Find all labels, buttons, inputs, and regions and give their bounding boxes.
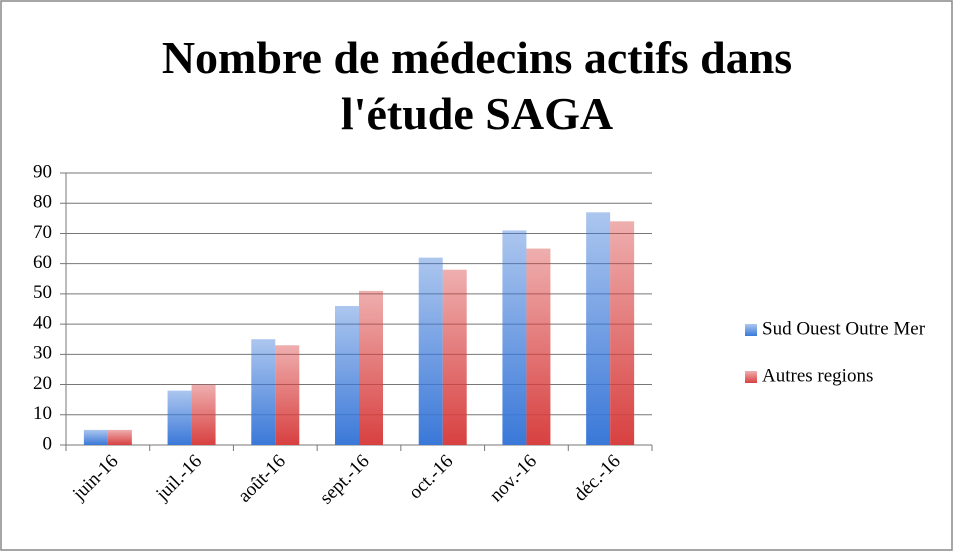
bar: [191, 384, 216, 445]
x-tick-label: oct.-16: [405, 451, 458, 504]
x-tick-label: nov.-16: [486, 451, 541, 506]
bar: [251, 339, 276, 445]
legend-label: Autres regions: [762, 365, 873, 386]
x-tick-label: sept.-16: [316, 451, 374, 509]
bar: [107, 429, 132, 445]
y-tick-label: 10: [33, 403, 52, 424]
x-tick-label: déc.-16: [570, 451, 625, 506]
legend-label: Sud Ouest Outre Mer: [762, 318, 926, 339]
y-tick-label: 50: [33, 282, 52, 303]
bar: [359, 290, 383, 445]
bar: [167, 390, 192, 445]
y-tick-label: 80: [33, 192, 52, 213]
bar: [442, 269, 467, 445]
y-tick-label: 60: [33, 252, 52, 273]
bar: [275, 345, 300, 445]
bar: [610, 221, 635, 445]
x-tick-label: juil.-16: [151, 451, 206, 506]
bar: [335, 305, 359, 445]
y-tick-label: 40: [33, 312, 52, 333]
bar: [83, 429, 108, 445]
bar: [502, 230, 527, 445]
chart-title: Nombre de médecins actifs dans l'étude S…: [161, 32, 793, 139]
bar: [418, 257, 443, 445]
legend-swatch: [745, 324, 757, 336]
y-tick-label: 20: [33, 373, 52, 394]
x-tick-label: juin-16: [68, 451, 122, 505]
y-tick-label: 90: [33, 161, 52, 182]
y-tick-label: 70: [33, 222, 52, 243]
y-tick-label: 0: [43, 433, 53, 454]
bar: [526, 248, 551, 445]
bar: [586, 212, 611, 445]
y-tick-label: 30: [33, 343, 52, 364]
x-tick-label: août-16: [234, 451, 290, 507]
legend-swatch: [745, 371, 757, 383]
